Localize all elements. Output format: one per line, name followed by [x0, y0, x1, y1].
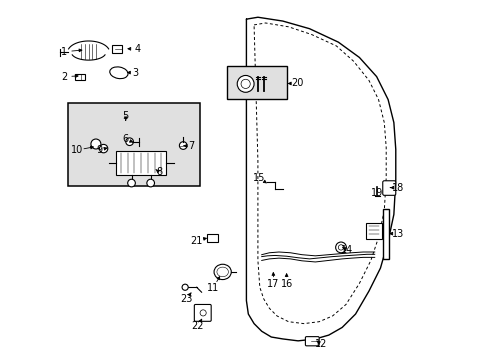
Circle shape — [99, 144, 107, 153]
FancyBboxPatch shape — [383, 209, 388, 258]
Circle shape — [125, 138, 133, 145]
Circle shape — [146, 179, 154, 187]
Circle shape — [200, 310, 206, 316]
Text: 3: 3 — [132, 68, 138, 78]
Ellipse shape — [109, 67, 128, 78]
Circle shape — [335, 242, 346, 253]
Text: 16: 16 — [280, 279, 292, 289]
Text: 17: 17 — [267, 279, 279, 289]
FancyBboxPatch shape — [68, 103, 200, 186]
Text: 21: 21 — [190, 235, 202, 246]
FancyBboxPatch shape — [366, 223, 381, 239]
FancyBboxPatch shape — [194, 305, 211, 321]
Text: 20: 20 — [290, 78, 303, 89]
FancyBboxPatch shape — [227, 66, 286, 99]
FancyBboxPatch shape — [116, 150, 165, 175]
Text: 22: 22 — [191, 321, 203, 331]
Text: 19: 19 — [370, 188, 383, 198]
Text: 12: 12 — [314, 339, 326, 349]
Text: 13: 13 — [391, 229, 403, 239]
Text: 7: 7 — [187, 141, 194, 151]
Text: 1: 1 — [61, 47, 67, 57]
Circle shape — [91, 139, 101, 149]
Circle shape — [182, 284, 188, 290]
Circle shape — [241, 79, 250, 89]
Text: 23: 23 — [180, 294, 192, 304]
FancyBboxPatch shape — [206, 234, 217, 242]
Circle shape — [237, 76, 254, 92]
Text: 2: 2 — [61, 72, 67, 82]
FancyBboxPatch shape — [382, 181, 395, 195]
FancyBboxPatch shape — [112, 45, 122, 53]
Circle shape — [127, 179, 135, 187]
Text: 4: 4 — [134, 44, 140, 54]
Text: 10: 10 — [70, 145, 82, 155]
Text: 11: 11 — [206, 283, 219, 293]
FancyBboxPatch shape — [305, 337, 319, 346]
FancyBboxPatch shape — [75, 73, 84, 80]
Text: 8: 8 — [156, 167, 162, 177]
Circle shape — [179, 142, 187, 149]
Text: 6: 6 — [122, 134, 128, 144]
Text: 9: 9 — [96, 145, 102, 155]
Ellipse shape — [214, 264, 231, 280]
Text: 5: 5 — [122, 111, 129, 121]
Text: 15: 15 — [252, 173, 264, 183]
Text: 14: 14 — [340, 245, 352, 255]
Circle shape — [338, 245, 343, 250]
Ellipse shape — [217, 267, 228, 277]
Text: 18: 18 — [391, 183, 403, 193]
